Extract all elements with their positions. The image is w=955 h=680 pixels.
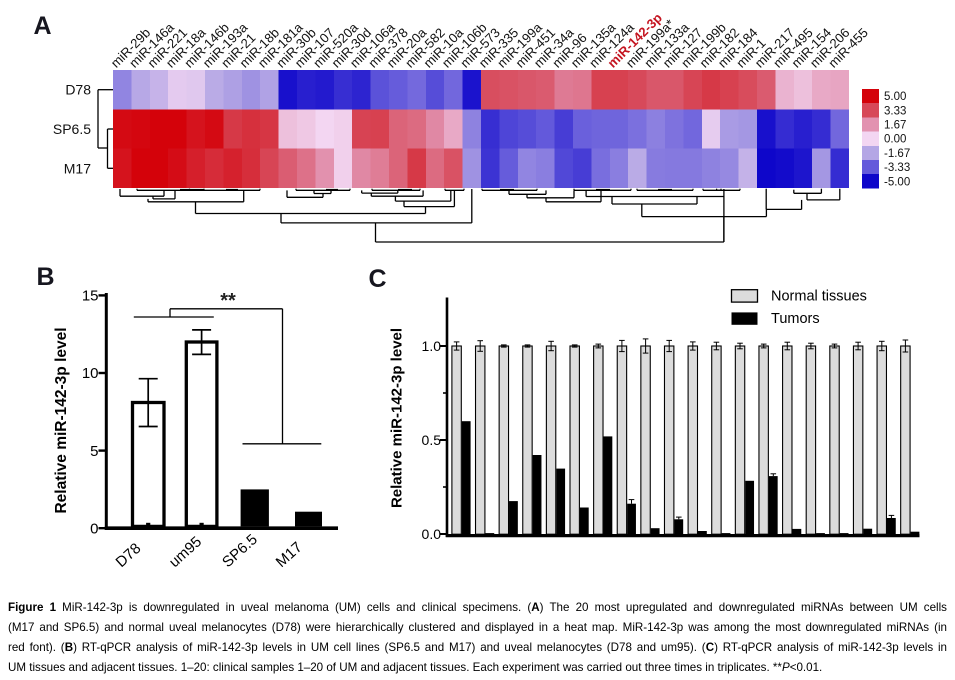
svg-text:1.0: 1.0	[422, 338, 442, 354]
svg-text:Relative miR-142-3p level: Relative miR-142-3p level	[389, 328, 406, 508]
svg-text:D78: D78	[65, 82, 91, 98]
svg-text:SP6.5: SP6.5	[219, 531, 261, 571]
svg-text:-1.67: -1.67	[884, 148, 910, 160]
svg-text:Tumors: Tumors	[771, 311, 820, 327]
svg-text:M17: M17	[64, 160, 91, 176]
svg-text:0: 0	[90, 520, 98, 537]
svg-text:-5.00: -5.00	[884, 176, 910, 188]
svg-text:5: 5	[90, 443, 98, 460]
svg-text:1.67: 1.67	[884, 120, 906, 132]
svg-text:SP6.5: SP6.5	[53, 121, 91, 137]
svg-text:**: **	[220, 290, 236, 312]
svg-text:Relative miR-142-3p level: Relative miR-142-3p level	[53, 327, 70, 513]
svg-text:5.00: 5.00	[884, 91, 906, 103]
svg-text:-3.33: -3.33	[884, 162, 910, 174]
svg-text:um95: um95	[166, 533, 205, 571]
svg-text:D78: D78	[113, 540, 145, 571]
svg-text:0.5: 0.5	[422, 432, 442, 448]
svg-text:10: 10	[82, 365, 99, 382]
svg-text:0.0: 0.0	[422, 526, 442, 542]
svg-text:3.33: 3.33	[884, 105, 906, 117]
svg-text:Normal tissues: Normal tissues	[771, 289, 867, 305]
svg-text:15: 15	[82, 288, 99, 305]
svg-text:0.00: 0.00	[884, 134, 906, 146]
svg-text:M17: M17	[273, 539, 306, 571]
